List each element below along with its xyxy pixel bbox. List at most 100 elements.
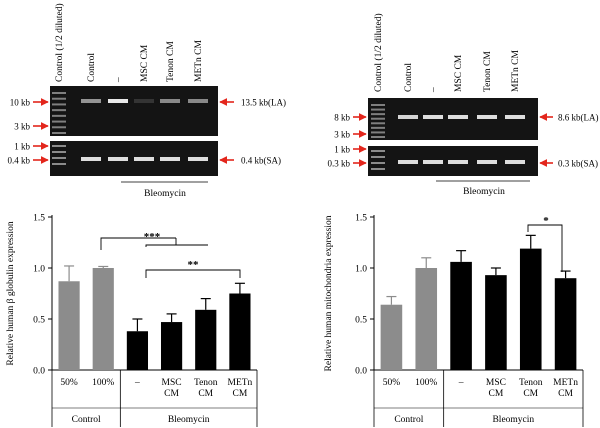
size-marker-label: 1 kb (334, 145, 350, 155)
x-tick-label: 100% (92, 378, 114, 388)
gel-lane-label: – (429, 87, 439, 93)
ladder-band (52, 103, 66, 106)
ladder-band (371, 104, 385, 106)
bar (58, 281, 80, 370)
gel-lane-label: MSC CM (454, 54, 464, 92)
gel-band-short (188, 157, 208, 161)
bar (519, 248, 542, 370)
y-tick-label: 1.5 (355, 214, 367, 224)
x-tick-label: Tenon CM (194, 378, 218, 399)
x-tick-label: – (134, 378, 140, 388)
ladder-band (371, 136, 385, 138)
gel-band-long (108, 99, 128, 103)
ladder-band (371, 156, 385, 158)
size-marker-label: 10 kb (10, 98, 31, 108)
significance-bracket (527, 224, 563, 272)
y-tick-label: 1.5 (33, 214, 45, 224)
y-tick-label: 0.0 (33, 367, 45, 377)
significance-marker: ** (188, 259, 200, 271)
gel-lane-label: METn CM (511, 49, 521, 92)
bar (229, 293, 251, 370)
bar (485, 275, 507, 370)
gel-band-long (188, 99, 208, 103)
band-size-label: 8.6 kb(LA) (558, 113, 599, 123)
ladder-band (371, 168, 385, 170)
ladder-band (52, 92, 66, 94)
ladder-band (52, 114, 66, 117)
significance-marker: * (543, 215, 549, 227)
gel-band-long (477, 115, 497, 119)
ladder-band (52, 120, 66, 123)
y-tick-label: 0.0 (355, 367, 367, 377)
x-tick-label: 50% (383, 378, 401, 388)
ladder-band (371, 113, 385, 116)
gel-lane-label: Control (1/2 diluted) (373, 13, 384, 92)
bar (195, 309, 217, 370)
ladder-band (371, 131, 385, 134)
bar (554, 278, 577, 370)
bar-charts: 0.0 0.5 1.0 1.5 Relative human β globulin ex… (6, 214, 584, 427)
ladder-band (371, 117, 385, 120)
gel-band-long (423, 115, 443, 119)
bar (450, 261, 472, 370)
group-label: Control (72, 415, 101, 425)
bar (415, 268, 438, 370)
x-tick-label: MSC CM (486, 378, 506, 399)
band-size-label: 0.4 kb(SA) (241, 156, 281, 166)
bar (126, 331, 149, 370)
gel-band-long (81, 99, 101, 103)
gel-panel-2: Control (1/2 diluted) Control – MSC CM Tenon… (328, 13, 599, 197)
ladder-band (371, 150, 385, 152)
group-label: Bleomycin (492, 415, 534, 425)
ladder-band (371, 108, 385, 111)
bar-chart-2: 0.0 0.5 1.0 1.5 Relative human mitochondria … (324, 214, 584, 427)
y-tick-label: 0.5 (355, 316, 367, 326)
ladder-band (52, 97, 66, 100)
gel-band-short (160, 157, 180, 161)
size-marker-label: 0.4 kb (8, 156, 31, 166)
y-axis-label: Relative human mitochondria expression (324, 215, 334, 371)
y-axis-label: Relative human β globulin expression (6, 221, 16, 365)
gel-lane-label: Control (1/2 diluted) (54, 3, 65, 82)
gel-band-long (160, 99, 180, 103)
size-marker-label: 3 kb (334, 130, 350, 140)
group-label: Control (394, 415, 423, 425)
gel-lane-label: – (114, 77, 124, 83)
size-marker-label: 1 kb (14, 142, 30, 152)
ladder-band (52, 109, 66, 112)
ladder-band (371, 126, 385, 129)
ladder-band (52, 145, 66, 147)
ladder-band (52, 151, 66, 153)
ladder-band (52, 157, 66, 159)
size-marker-label: 3 kb (14, 122, 30, 132)
x-tick-label: – (458, 378, 464, 388)
gel-band-short (477, 160, 497, 164)
gel-lane-label: MSC CM (140, 44, 150, 82)
gel-lane-label: Control (87, 53, 97, 82)
band-size-label: 0.3 kb(SA) (558, 159, 598, 169)
gel-band-long (448, 115, 468, 119)
significance-bracket (100, 237, 176, 250)
y-tick-label: 1.0 (355, 265, 367, 275)
gel-band-short (398, 160, 418, 164)
significance-marker: *** (144, 231, 161, 243)
gel-lane-label: Tenon CM (483, 51, 493, 92)
gel-band-long (505, 115, 525, 119)
y-tick-label: 0.5 (33, 316, 45, 326)
size-marker-label: 0.3 kb (328, 159, 351, 169)
gel-band-short (134, 157, 154, 161)
x-tick-label: METn CM (228, 378, 253, 399)
gel-band-short (423, 160, 443, 164)
gel-band-short (448, 160, 468, 164)
gel-lane-label: Control (404, 63, 414, 92)
bar (92, 268, 114, 370)
bar (380, 304, 403, 370)
y-tick-label: 1.0 (33, 265, 45, 275)
gel-band-long (134, 99, 154, 103)
x-tick-label: 100% (415, 378, 437, 388)
gel-lane-label: METn CM (194, 39, 204, 82)
bleomycin-group-label: Bleomycin (144, 189, 186, 199)
bar (160, 322, 183, 370)
ladder-band (52, 132, 66, 134)
